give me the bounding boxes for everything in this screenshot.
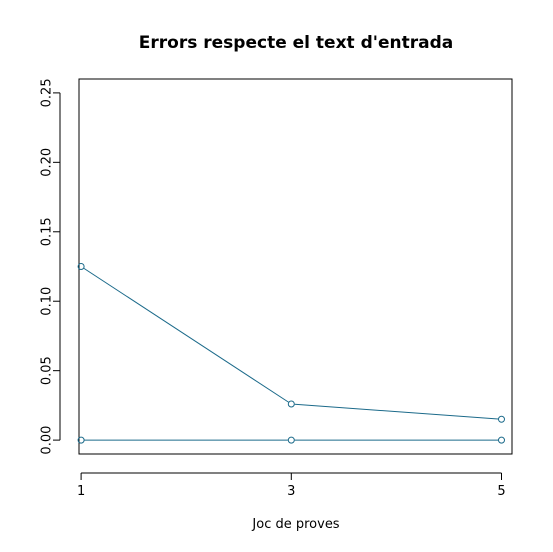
- x-tick-label: 1: [77, 484, 85, 499]
- y-tick-label: 0.10: [40, 287, 55, 316]
- series-layer: [77, 263, 505, 444]
- y-axis: 0.00 0.05 0.10 0.15 0.20 0.25: [40, 78, 61, 455]
- series-line-segment: [294, 403, 499, 420]
- data-point: [497, 436, 505, 444]
- chart-title: Errors respecte el text d'entrada: [139, 33, 453, 53]
- x-axis: 1 3 5: [77, 472, 506, 499]
- y-tick-label: 0.00: [40, 426, 55, 455]
- data-point: [77, 263, 85, 270]
- y-tick-label: 0.05: [40, 356, 55, 385]
- y-tick-label: 0.20: [40, 148, 55, 177]
- y-tick-label: 0.25: [40, 78, 55, 107]
- x-tick-label: 5: [497, 484, 505, 499]
- data-point: [287, 400, 295, 408]
- x-axis-label: Joc de proves: [251, 517, 339, 532]
- data-point: [287, 436, 295, 444]
- y-tick-label: 0.15: [40, 217, 55, 246]
- x-tick-label: 3: [287, 484, 295, 499]
- data-point: [77, 436, 85, 444]
- data-point: [497, 415, 505, 423]
- series-line-segment: [83, 267, 289, 403]
- series-2: [77, 436, 505, 444]
- plot-frame: [78, 78, 513, 455]
- series-1: [77, 263, 505, 423]
